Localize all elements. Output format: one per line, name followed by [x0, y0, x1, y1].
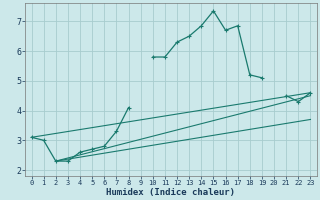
X-axis label: Humidex (Indice chaleur): Humidex (Indice chaleur)	[107, 188, 236, 197]
